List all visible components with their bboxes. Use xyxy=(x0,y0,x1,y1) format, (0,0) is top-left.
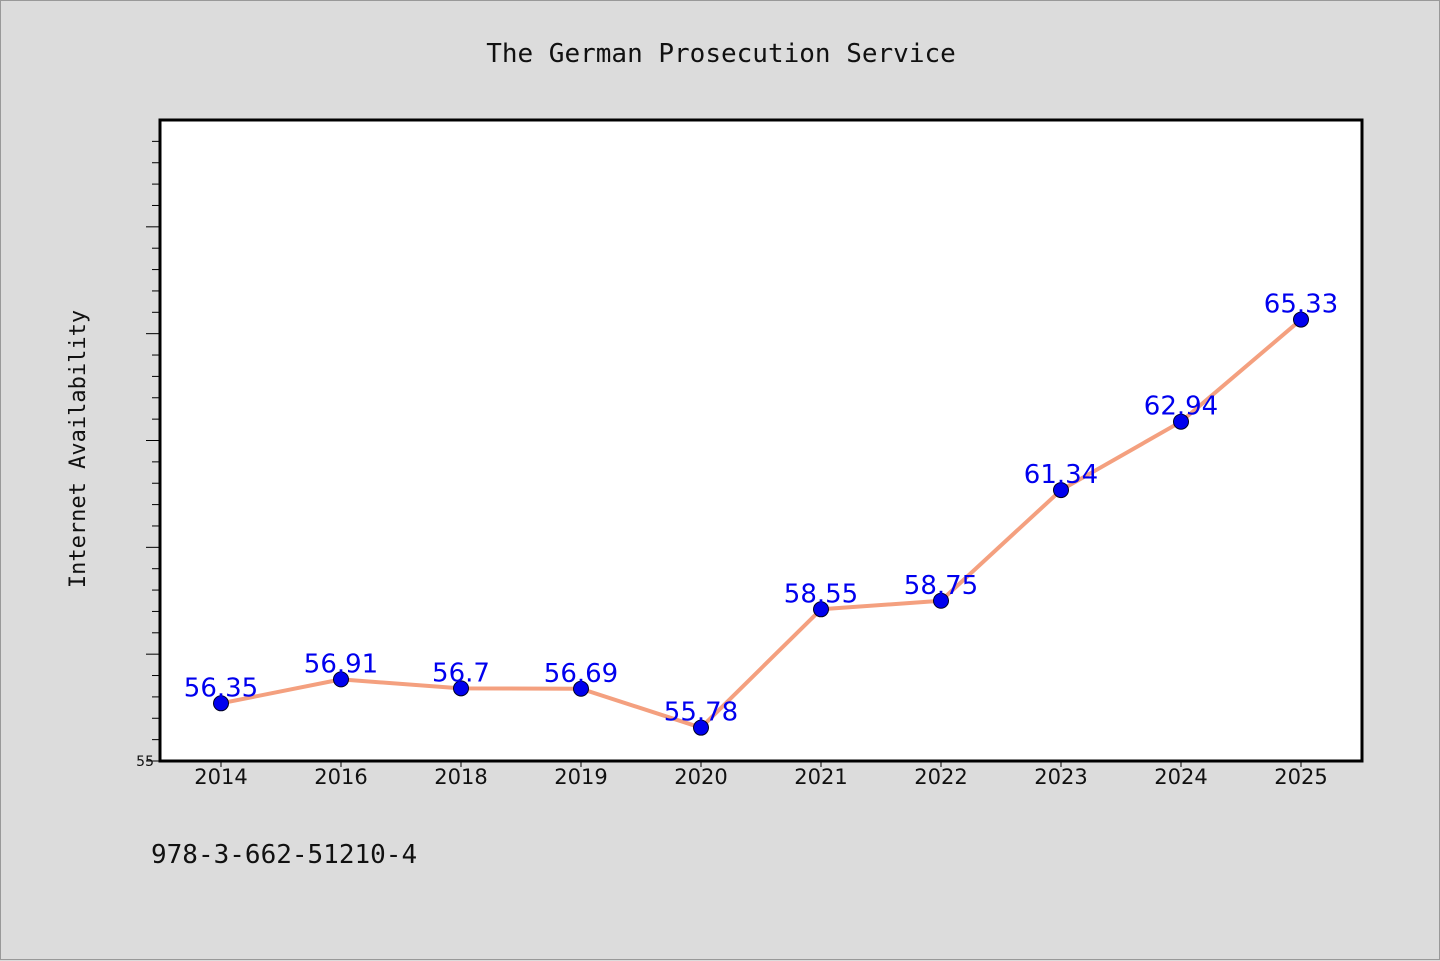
data-label: 56.35 xyxy=(184,673,258,703)
x-tick-label: 2025 xyxy=(1274,765,1327,789)
x-tick-label: 2022 xyxy=(914,765,967,789)
data-label: 56.7 xyxy=(432,658,490,688)
data-point xyxy=(213,695,229,712)
x-tick-label: 2024 xyxy=(1154,765,1207,789)
data-point xyxy=(693,719,709,736)
x-tick-label: 2018 xyxy=(434,765,487,789)
chart-title: The German Prosecution Service xyxy=(486,39,956,69)
x-tick-label: 2020 xyxy=(674,765,727,789)
data-label: 62.94 xyxy=(1144,392,1218,422)
x-tick-label: 2023 xyxy=(1034,765,1087,789)
x-tick-label: 2016 xyxy=(314,765,367,789)
data-point xyxy=(1293,311,1309,328)
x-tick-label: 2014 xyxy=(194,765,247,789)
data-label: 58.75 xyxy=(904,571,978,601)
y-axis-ticks: 55 xyxy=(136,140,160,770)
x-tick-label: 2019 xyxy=(554,765,607,789)
y-tick-label: 55 xyxy=(136,754,154,770)
y-axis-label: Internet Availability xyxy=(66,310,91,588)
data-label: 56.91 xyxy=(304,649,378,679)
series-line xyxy=(220,318,1303,730)
data-point xyxy=(333,671,349,688)
data-point xyxy=(813,601,829,618)
x-axis-ticks: 2014 2016 2018 2019 2020 2021 2022 2023 2024 2025 xyxy=(194,761,1328,789)
isbn-text: 978-3-662-51210-4 xyxy=(151,840,417,870)
data-label: 58.55 xyxy=(784,579,858,609)
data-label: 61.34 xyxy=(1024,460,1098,490)
data-point xyxy=(1173,413,1189,430)
data-label: 55.78 xyxy=(664,698,738,728)
plot-area xyxy=(158,118,1364,763)
x-tick-label: 2021 xyxy=(794,765,847,789)
data-point xyxy=(573,680,589,697)
data-label: 56.69 xyxy=(544,659,618,689)
data-label: 65.33 xyxy=(1264,290,1338,320)
data-point xyxy=(453,680,469,697)
data-point xyxy=(1053,482,1069,499)
series-line-group: 56.35 56.91 56.7 56.69 55.78 58.55 58.75 61.34 6… xyxy=(184,290,1338,736)
data-point xyxy=(933,592,949,609)
